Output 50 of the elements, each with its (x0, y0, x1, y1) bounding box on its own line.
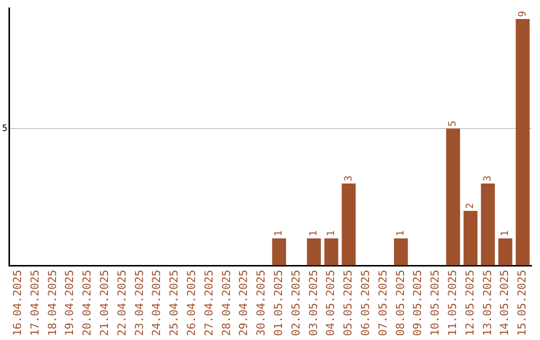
x-tick-label: 28.04.2025 (220, 270, 233, 336)
x-tick-label: 11.05.2025 (446, 270, 459, 336)
x-tick-label: 08.05.2025 (394, 270, 407, 336)
x-tick-label: 15.05.2025 (516, 270, 529, 336)
bar (324, 238, 338, 266)
data-label: 3 (343, 175, 354, 182)
bar (480, 184, 495, 266)
x-tick-label: 27.04.2025 (202, 270, 216, 336)
data-label: 1 (500, 230, 511, 236)
x-tick-label: 20.04.2025 (80, 270, 94, 336)
x-tick-label: 01.05.2025 (272, 270, 285, 336)
x-tick-label: 07.05.2025 (376, 270, 390, 336)
bar (394, 238, 408, 266)
x-tick-label: 09.05.2025 (411, 270, 424, 336)
bar (272, 238, 286, 266)
x-tick-label: 22.04.2025 (115, 270, 128, 336)
bar (516, 18, 530, 266)
bar (446, 128, 460, 266)
bar (306, 238, 321, 266)
data-label: 1 (308, 230, 320, 236)
x-tick-label: 26.04.2025 (184, 270, 198, 336)
x-tick-label: 21.04.2025 (98, 270, 111, 336)
x-tick-label: 30.04.2025 (254, 270, 268, 336)
x-tick-label: 04.05.2025 (324, 270, 338, 336)
x-tick-label: 17.04.2025 (28, 270, 42, 336)
x-tick-label: 12.05.2025 (463, 270, 476, 336)
bar (342, 184, 356, 266)
x-tick-label: 23.04.2025 (132, 270, 146, 336)
x-tick-label: 06.05.2025 (358, 270, 372, 336)
data-label: 3 (482, 175, 494, 182)
data-label: 5 (448, 120, 459, 127)
x-tick-label: 10.05.2025 (428, 270, 442, 336)
bar (464, 210, 478, 266)
data-label: 1 (274, 230, 285, 236)
bar (498, 238, 512, 266)
x-tick-label: 25.04.2025 (168, 270, 181, 336)
x-tick-label: 18.04.2025 (46, 270, 59, 336)
x-tick-label: 19.04.2025 (63, 270, 76, 336)
x-tick-label: 13.05.2025 (480, 270, 494, 336)
x-tick-label: 16.04.2025 (10, 270, 24, 336)
x-tick-label: 24.04.2025 (150, 270, 164, 336)
x-tick-label: 03.05.2025 (306, 270, 320, 336)
x-tick-label: 02.05.2025 (289, 270, 302, 336)
x-tick-label: 14.05.2025 (498, 270, 512, 336)
data-label: 1 (326, 230, 337, 236)
data-label: 9 (517, 10, 528, 17)
x-tick-label: 05.05.2025 (342, 270, 355, 336)
x-tick-label: 29.04.2025 (237, 270, 250, 336)
data-label: 2 (465, 202, 476, 209)
data-label: 1 (396, 230, 406, 236)
